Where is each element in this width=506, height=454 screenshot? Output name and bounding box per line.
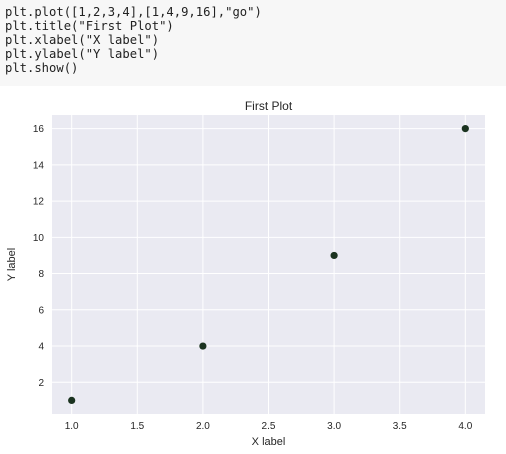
x-tick-label: 2.0 xyxy=(196,421,210,432)
x-tick-label: 4.0 xyxy=(458,421,472,432)
chart-title: First Plot xyxy=(245,99,293,113)
code-line: plt.xlabel("X label") xyxy=(5,33,160,47)
y-axis-label: Y label xyxy=(6,248,18,281)
data-point xyxy=(330,251,338,260)
code-line: plt.show() xyxy=(5,61,79,75)
x-tick-label: 2.5 xyxy=(262,421,276,432)
grid-lines xyxy=(52,115,485,414)
data-point xyxy=(461,124,469,133)
code-line: plt.plot([1,2,3,4],[1,4,9,16],"go") xyxy=(5,5,262,19)
code-line: plt.ylabel("Y label") xyxy=(5,47,160,61)
x-axis-label: X label xyxy=(252,436,286,448)
x-tick-label: 3.5 xyxy=(393,421,407,432)
y-tick-label: 4 xyxy=(38,342,44,353)
y-tick-label: 2 xyxy=(38,378,44,389)
tick-labels: 1.0 1.5 2.0 2.5 3.0 3.5 4.0 2 4 6 8 10 12 14 16 xyxy=(33,124,473,432)
y-tick-label: 16 xyxy=(33,124,45,135)
data-point xyxy=(68,396,76,405)
x-tick-label: 3.0 xyxy=(327,421,341,432)
code-cell[interactable]: plt.plot([1,2,3,4],[1,4,9,16],"go") plt.… xyxy=(0,0,506,86)
y-tick-label: 14 xyxy=(33,160,45,171)
x-tick-label: 1.5 xyxy=(130,421,144,432)
data-points xyxy=(68,124,469,405)
y-tick-label: 8 xyxy=(38,269,44,280)
code-line: plt.title("First Plot") xyxy=(5,19,174,33)
y-tick-label: 10 xyxy=(33,233,45,244)
y-tick-label: 12 xyxy=(33,197,45,208)
data-point xyxy=(199,342,207,350)
y-tick-label: 6 xyxy=(38,305,44,316)
x-tick-label: 1.0 xyxy=(65,421,79,432)
